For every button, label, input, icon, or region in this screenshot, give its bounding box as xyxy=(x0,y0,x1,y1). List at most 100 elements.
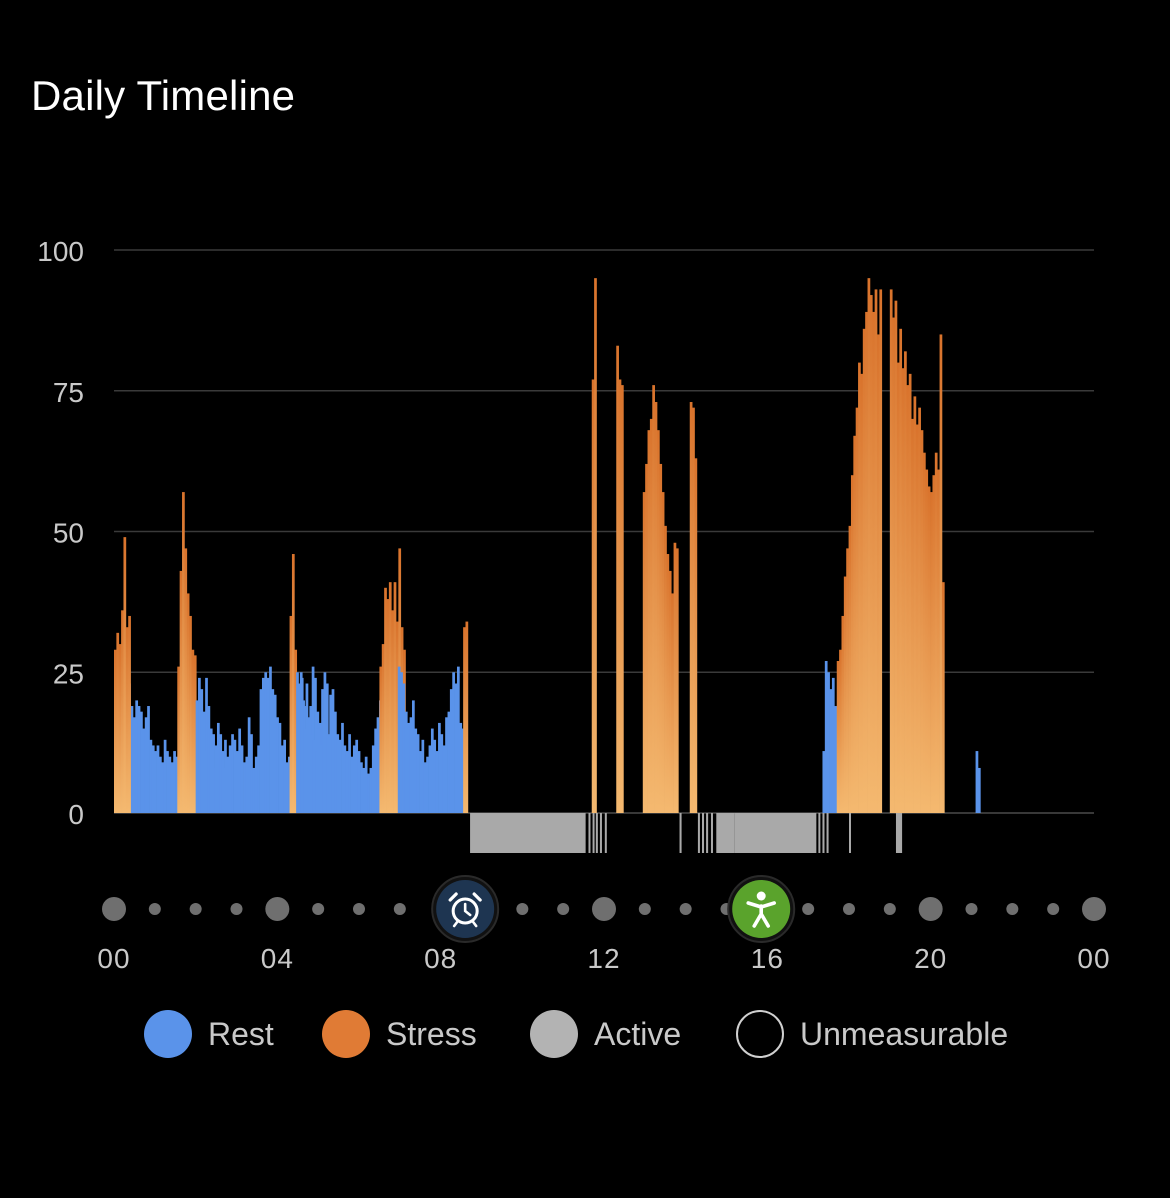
stress-bar xyxy=(932,475,936,813)
rest-bar xyxy=(219,734,223,813)
rest-bar xyxy=(207,706,211,813)
rest-bar xyxy=(298,689,302,813)
stress-bar xyxy=(920,430,924,813)
rest-bar xyxy=(331,689,335,813)
stress-bar xyxy=(937,469,940,813)
chart-title: Daily Timeline xyxy=(31,72,296,119)
stress-bar xyxy=(668,570,672,813)
hour-dot-minor xyxy=(148,903,161,915)
stress-bar xyxy=(934,452,938,813)
rest-bar xyxy=(400,672,403,813)
stress-bar xyxy=(616,345,619,813)
rest-bar xyxy=(421,739,425,813)
rest-bar xyxy=(307,717,311,813)
rest-bar xyxy=(376,717,380,813)
rest-bar xyxy=(454,683,458,813)
rest-bar xyxy=(288,756,291,813)
rest-bar xyxy=(238,728,242,813)
rest-bar xyxy=(273,694,277,813)
alarm-clock-icon[interactable] xyxy=(431,875,500,943)
rest-bar xyxy=(259,689,263,813)
rest-bar xyxy=(360,762,363,813)
stress-bar xyxy=(666,554,670,813)
rest-bar xyxy=(440,734,444,813)
hour-dot-minor xyxy=(679,903,692,915)
rest-bar xyxy=(461,728,465,813)
rest-bar xyxy=(214,745,218,813)
rest-bar xyxy=(409,717,413,813)
stress-bar xyxy=(927,486,931,813)
stress-bar xyxy=(922,452,926,813)
stress-bar xyxy=(865,311,868,813)
active-bar xyxy=(595,813,598,853)
stress-bar xyxy=(654,402,658,813)
stress-bar xyxy=(911,418,914,813)
rest-bar xyxy=(266,677,270,813)
rest-swatch xyxy=(144,1010,192,1058)
y-axis-ticks: 0 25 50 75 100 xyxy=(37,236,84,830)
timeline-markers[interactable] xyxy=(431,875,796,943)
stress-bar xyxy=(862,328,866,813)
stress-bar xyxy=(591,379,595,813)
legend-label: Stress xyxy=(386,1015,477,1052)
activity-person-icon[interactable] xyxy=(727,875,796,943)
rest-bar xyxy=(317,728,321,813)
rest-bar xyxy=(226,756,230,813)
y-tick-label: 0 xyxy=(68,799,84,830)
rest-bar xyxy=(147,706,150,813)
rest-bar xyxy=(447,711,451,813)
rest-bar xyxy=(457,666,460,813)
rest-bar xyxy=(151,745,155,813)
rest-bar xyxy=(135,700,139,813)
active-bar xyxy=(822,813,825,853)
rest-bar xyxy=(140,711,143,813)
x-tick-label: 00 xyxy=(97,943,130,974)
stress-bar xyxy=(118,644,122,813)
stress-bar xyxy=(645,463,648,813)
hour-dot-minor xyxy=(638,903,651,915)
stress-bar xyxy=(915,424,919,813)
rest-bar xyxy=(824,660,828,813)
rest-bar xyxy=(334,711,337,813)
stress-bar xyxy=(860,373,864,813)
chart-legend: Rest Stress Active Unmeasurable xyxy=(0,1008,1170,1060)
rest-bar xyxy=(264,672,268,813)
stress-bar xyxy=(391,610,394,813)
stress-bar xyxy=(872,311,875,813)
rest-bar xyxy=(240,745,244,813)
rest-bar xyxy=(212,734,215,813)
x-tick-label: 12 xyxy=(587,943,620,974)
rest-bar xyxy=(132,717,136,813)
hour-dot-major xyxy=(1082,897,1106,921)
rest-bar xyxy=(315,751,318,813)
rest-bar xyxy=(355,739,359,813)
stress-bar xyxy=(179,570,183,813)
rest-bar xyxy=(243,762,246,813)
stress-bar xyxy=(128,615,131,813)
stress-bar xyxy=(846,548,849,813)
stress-bar xyxy=(899,328,903,813)
rest-bar xyxy=(224,739,227,813)
rest-bar xyxy=(312,739,316,813)
stress-bar xyxy=(184,548,188,813)
active-bar xyxy=(702,813,705,853)
rest-bar xyxy=(397,666,401,813)
stress-bar xyxy=(918,407,921,813)
stress-bar xyxy=(191,649,195,813)
rest-bar xyxy=(159,756,162,813)
stress-bar xyxy=(904,351,907,813)
hour-dot-minor xyxy=(1047,903,1060,915)
rest-bar xyxy=(362,767,366,813)
rest-bar xyxy=(283,739,287,813)
hour-dot-minor xyxy=(393,903,406,915)
active-bar xyxy=(716,813,735,853)
stress-bar xyxy=(123,537,127,813)
hour-dot-minor xyxy=(189,903,202,915)
stress-bar xyxy=(177,666,181,813)
stress-bar xyxy=(896,362,900,813)
stress-bar xyxy=(858,362,861,813)
rest-bar xyxy=(326,734,330,813)
rest-bar xyxy=(374,728,377,813)
hour-dot-major xyxy=(265,897,290,921)
stress-bar xyxy=(652,385,655,813)
